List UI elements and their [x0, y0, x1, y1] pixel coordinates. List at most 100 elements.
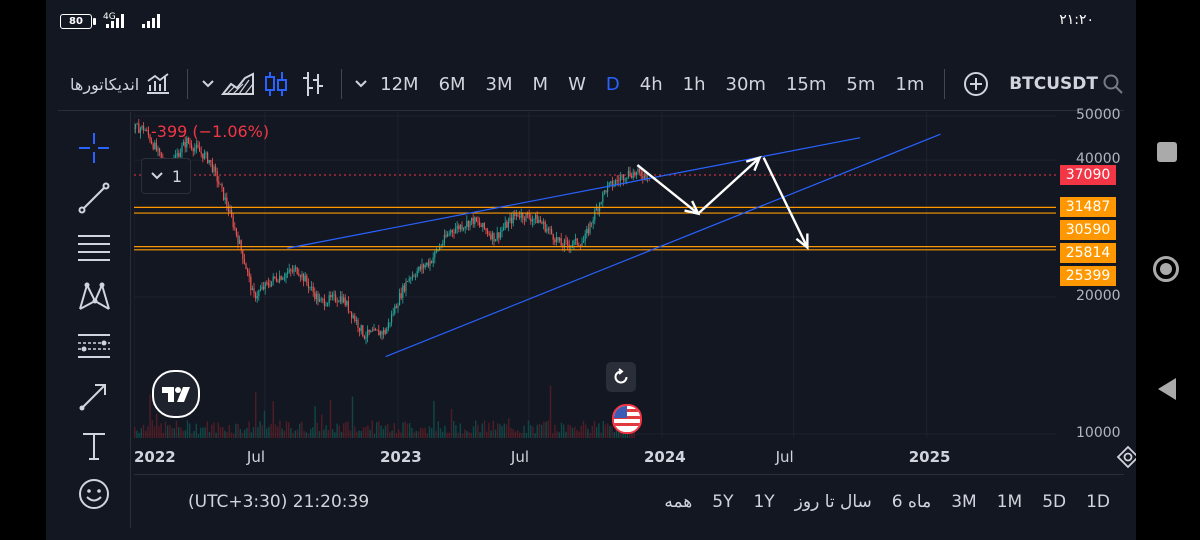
text-tool[interactable]: [58, 426, 130, 466]
interval-15m[interactable]: 15m: [785, 73, 827, 95]
interval-1h[interactable]: 1h: [682, 73, 706, 95]
chart-pane[interactable]: [134, 112, 1056, 438]
candle-body: [141, 125, 143, 129]
timezone-clock[interactable]: (UTC+3:30) 21:20:39: [188, 492, 370, 512]
candle-body: [389, 322, 391, 324]
candle-body: [232, 216, 234, 228]
candle-body: [416, 271, 418, 277]
candle-body: [575, 238, 577, 241]
indicators-button[interactable]: اندیکاتورها: [58, 58, 177, 110]
price-axis[interactable]: 50000 40000 20000 10000 37090 31487 30590 25814…: [1056, 107, 1124, 442]
candle-body: [624, 179, 626, 181]
candle-body: [490, 234, 492, 240]
candle-body: [632, 172, 634, 178]
candle-body: [507, 220, 509, 228]
candle-body: [242, 250, 244, 260]
interval-m[interactable]: M: [532, 73, 549, 95]
volume-bar: [633, 431, 635, 438]
candle-body: [239, 240, 241, 244]
compare-add-button[interactable]: [955, 58, 997, 110]
status-clock: ۲۱:۲۰: [1059, 12, 1094, 28]
volume-bar: [413, 432, 415, 438]
interval-12m[interactable]: 12M: [380, 73, 419, 95]
chart-type-dropdown[interactable]: [198, 58, 218, 110]
time-axis[interactable]: 2022 Jul 2023 Jul 2024 Jul 2025: [134, 442, 1140, 472]
candle-body: [615, 180, 617, 185]
candle-body: [488, 233, 490, 235]
interval-4h[interactable]: 4h: [639, 73, 663, 95]
bars-button[interactable]: [295, 58, 331, 110]
tradingview-logo[interactable]: [152, 370, 200, 418]
volume-bar: [283, 430, 285, 438]
candle-body: [522, 213, 524, 219]
crosshair-icon: [79, 133, 109, 163]
reset-chart-button[interactable]: [606, 362, 636, 392]
candle-body: [323, 298, 325, 306]
back-icon[interactable]: [1158, 378, 1176, 400]
volume-bar: [499, 424, 501, 438]
volume-bar: [263, 410, 266, 438]
volume-bar: [468, 432, 470, 438]
interval-dropdown[interactable]: [352, 58, 370, 110]
interval-d[interactable]: D: [605, 73, 620, 95]
volume-bar: [175, 420, 178, 438]
candle-body: [411, 275, 413, 279]
price-tick-label: 10000: [1076, 425, 1121, 441]
volume-bar: [338, 425, 340, 438]
us-flag-icon[interactable]: [612, 404, 642, 434]
candles-button[interactable]: [258, 58, 294, 110]
interval-w[interactable]: W: [568, 73, 586, 95]
volume-bar: [420, 427, 422, 438]
candle-body: [563, 240, 565, 248]
add-circle-icon: [964, 72, 989, 96]
range-button-1[interactable]: 5Y: [712, 492, 734, 512]
range-button-6[interactable]: 1M: [996, 492, 1023, 512]
interval-30m[interactable]: 30m: [725, 73, 766, 95]
area-chart-button[interactable]: [218, 58, 258, 110]
emoji-tool[interactable]: [58, 474, 130, 514]
pattern-tool[interactable]: [58, 276, 130, 316]
interval-6m[interactable]: 6M: [438, 73, 466, 95]
candle-body: [210, 159, 212, 162]
recents-icon[interactable]: [1157, 142, 1177, 162]
candle-body: [408, 278, 410, 282]
price-chart[interactable]: [134, 112, 1056, 438]
home-icon[interactable]: [1153, 256, 1179, 282]
range-button-8[interactable]: 1D: [1086, 492, 1110, 512]
volume-bar: [239, 428, 241, 438]
volume-bar: [492, 420, 494, 438]
goto-date-icon[interactable]: [1115, 444, 1141, 470]
interval-5m[interactable]: 5m: [846, 73, 876, 95]
trend-line-upper: [287, 137, 861, 249]
range-button-4[interactable]: 6 ماه: [891, 492, 932, 512]
range-button-5[interactable]: 3M: [951, 492, 977, 512]
crosshair-tool[interactable]: [58, 128, 130, 168]
symbol-search-button[interactable]: BTCUSDT: [997, 58, 1124, 110]
candle-body: [395, 306, 397, 309]
candle-body: [138, 123, 140, 134]
volume-bar: [197, 433, 200, 438]
candle-body: [418, 266, 420, 272]
price-tag: 37090: [1060, 165, 1116, 185]
interval-3m[interactable]: 3M: [485, 73, 513, 95]
volume-bar: [294, 430, 296, 438]
candle-body: [229, 210, 231, 212]
range-button-3[interactable]: سال تا روز: [794, 492, 872, 512]
volume-bar: [587, 428, 589, 438]
arrow-brush-tool[interactable]: [58, 376, 130, 416]
volume-bar: [607, 423, 609, 438]
volume-bar: [424, 427, 426, 438]
volume-bar: [189, 423, 191, 438]
trend-line-tool[interactable]: [58, 178, 130, 218]
volume-bar: [277, 426, 279, 438]
range-button-7[interactable]: 5D: [1042, 492, 1067, 512]
candle-body: [584, 233, 586, 242]
legend-collapse-button[interactable]: 1: [141, 158, 191, 194]
prediction-tool[interactable]: [58, 326, 130, 366]
range-button-2[interactable]: 1Y: [753, 492, 775, 512]
interval-1m[interactable]: 1m: [895, 73, 925, 95]
fib-icon: [78, 235, 110, 261]
fib-tool[interactable]: [58, 228, 130, 268]
range-button-0[interactable]: همه: [664, 492, 693, 512]
volume-bar: [569, 425, 571, 438]
